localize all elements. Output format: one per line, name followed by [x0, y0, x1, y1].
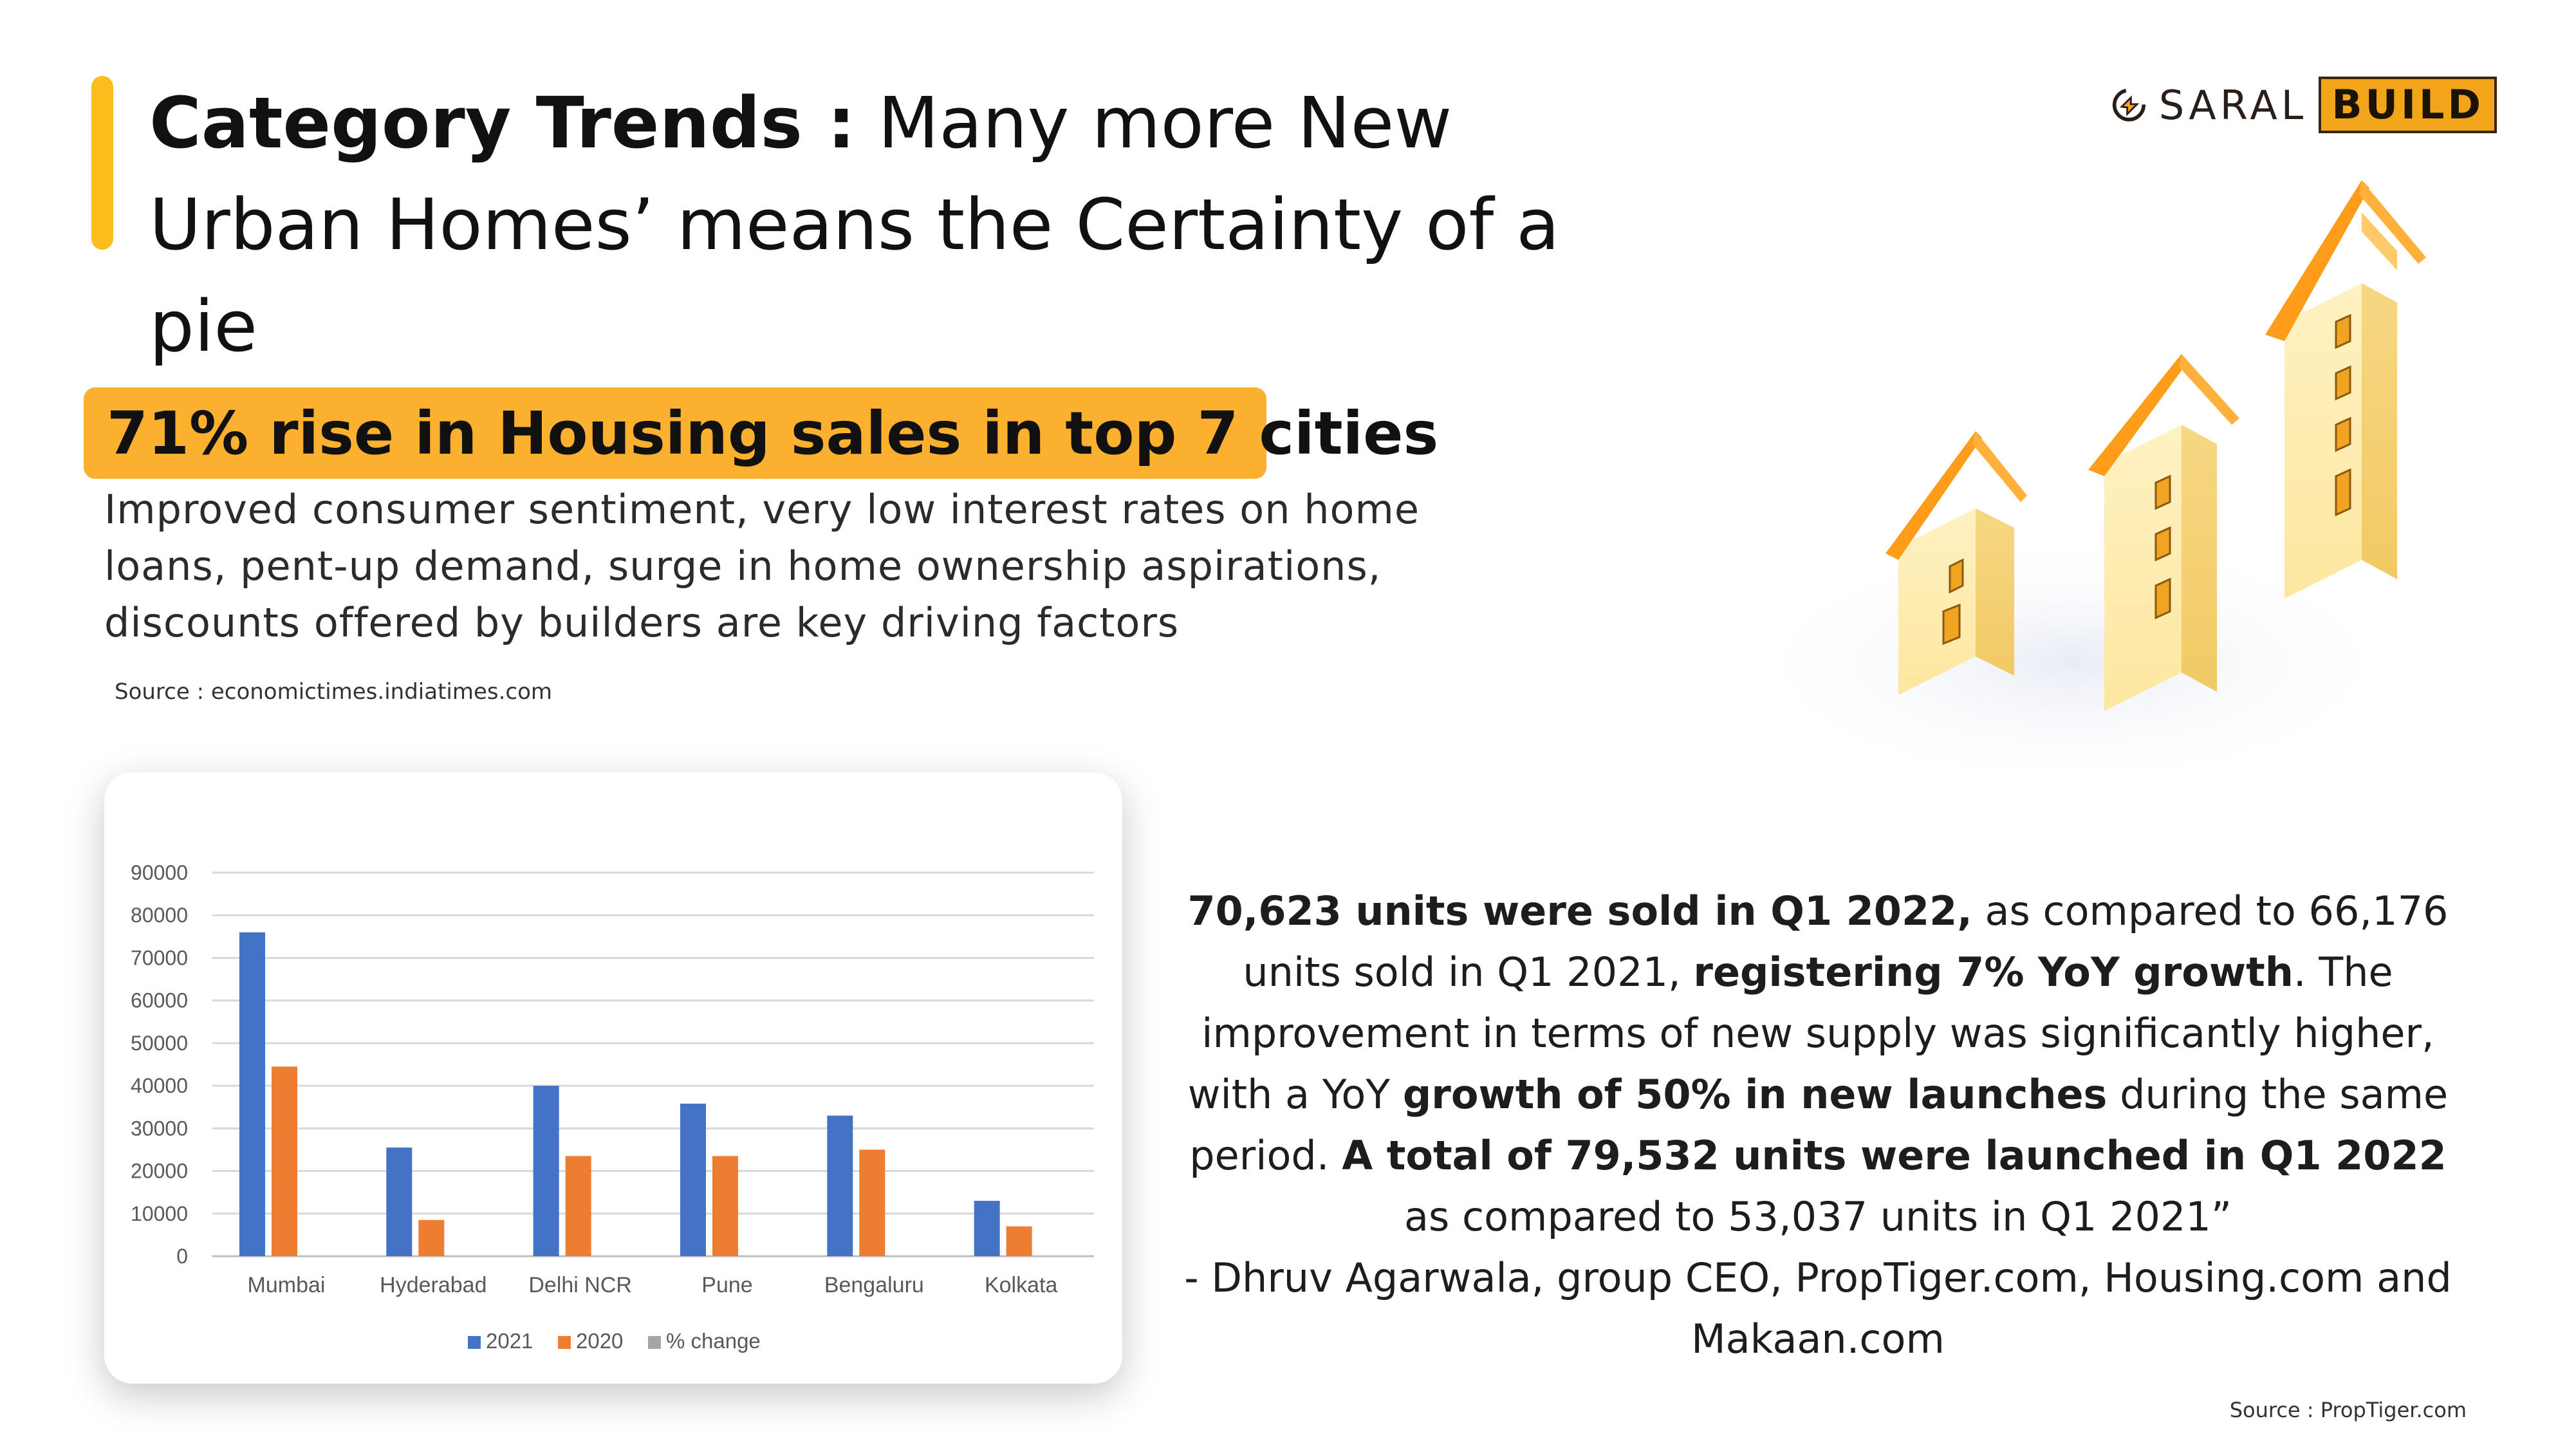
y-tick-label: 50000: [131, 1032, 188, 1055]
quote-bold-2: registering 7% YoY growth: [1693, 949, 2293, 996]
y-tick-label: 10000: [131, 1202, 188, 1225]
bar-2020-bengaluru: [859, 1149, 885, 1256]
bar-2021-pune: [680, 1103, 706, 1256]
quote-bold-3: growth of 50% in new launches: [1402, 1071, 2108, 1118]
bar-2020-kolkata: [1006, 1226, 1032, 1256]
title-rest: Many more New Urban Homes’ means the Cer…: [149, 82, 1560, 367]
y-tick-label: 70000: [131, 946, 188, 969]
title-bold: Category Trends :: [149, 82, 856, 164]
chart-card: 0 10000 20000 30000 40000 50000 60000 70000 8000…: [104, 772, 1122, 1384]
bar-2020-pune: [712, 1156, 738, 1256]
house-tall: [2265, 180, 2426, 599]
bar-2020-mumbai: [272, 1066, 297, 1256]
logo-build-text: BUILD: [2319, 77, 2497, 133]
bar-2021-kolkata: [974, 1200, 1000, 1256]
y-tick-label: 40000: [131, 1074, 188, 1097]
logo-mark-icon: [2112, 88, 2146, 122]
proptiger-quote: 70,623 units were sold in Q1 2022, as co…: [1178, 880, 2458, 1247]
x-tick-label: Hyderabad: [380, 1273, 486, 1297]
bar-2021-bengaluru: [827, 1115, 853, 1256]
y-tick-label: 30000: [131, 1117, 188, 1140]
bar-2020-delhi-ncr: [565, 1156, 591, 1256]
highlight-banner: 71% rise in Housing sales in top 7 citie…: [84, 387, 1438, 479]
quote-text-3: during the same period.: [1189, 1071, 2449, 1179]
highlight-text: 71% rise in Housing sales in top 7 citie…: [107, 398, 1439, 468]
quote-text-1: as compared to 66,176 units sold in Q1 2…: [1243, 887, 2449, 996]
saral-build-logo: SARAL BUILD: [2111, 70, 2497, 140]
logo-saral-text: SARAL: [2158, 81, 2308, 129]
source-left: Source : economictimes.indiatimes.com: [115, 679, 553, 705]
y-tick-label: 90000: [131, 861, 188, 884]
x-tick-label: Bengaluru: [824, 1273, 924, 1297]
y-tick-label: 0: [176, 1245, 188, 1268]
housing-sales-bar-chart: 0 10000 20000 30000 40000 50000 60000 70000 8000…: [131, 861, 1094, 1353]
bar-2021-hyderabad: [386, 1147, 412, 1256]
legend-label: 2020: [576, 1329, 623, 1353]
legend-swatch-2: [648, 1336, 661, 1349]
bar-2021-mumbai: [239, 932, 265, 1256]
x-tick-label: Delhi NCR: [528, 1273, 632, 1297]
house-small: [1886, 431, 2027, 695]
quote-text-2: . The improvement in terms of new supply…: [1187, 949, 2434, 1118]
legend-swatch-1: [558, 1336, 571, 1349]
quote-bold-1: 70,623 units were sold in Q1 2022,: [1187, 887, 1972, 934]
y-tick-label: 20000: [131, 1160, 188, 1183]
legend-swatch-0: [468, 1336, 481, 1349]
bar-2021-delhi-ncr: [533, 1086, 559, 1256]
title-accent-bar: [91, 76, 113, 250]
x-tick-label: Pune: [701, 1273, 752, 1297]
source-right: Source : PropTiger.com: [2229, 1398, 2467, 1422]
x-tick-label: Kolkata: [985, 1273, 1057, 1297]
y-tick-label: 80000: [131, 904, 188, 927]
quote-attribution: - Dhruv Agarwala, group CEO, PropTiger.c…: [1184, 1254, 2452, 1362]
rising-houses-illustration: [1737, 180, 2426, 792]
quote-bold-4: A total of 79,532 units were launched in…: [1342, 1132, 2447, 1179]
x-tick-label: Mumbai: [248, 1273, 326, 1297]
legend-label: % change: [666, 1329, 761, 1353]
y-tick-label: 60000: [131, 989, 188, 1012]
quote-text-4: as compared to 53,037 units in Q1 2021”: [1404, 1193, 2232, 1240]
legend-label: 2021: [486, 1329, 533, 1353]
house-medium: [2088, 354, 2239, 711]
driving-factors-text: Improved consumer sentiment, very low in…: [104, 486, 1420, 646]
bar-2020-hyderabad: [418, 1220, 445, 1256]
page-title: Category Trends : Many more New Urban Ho…: [149, 72, 1629, 377]
